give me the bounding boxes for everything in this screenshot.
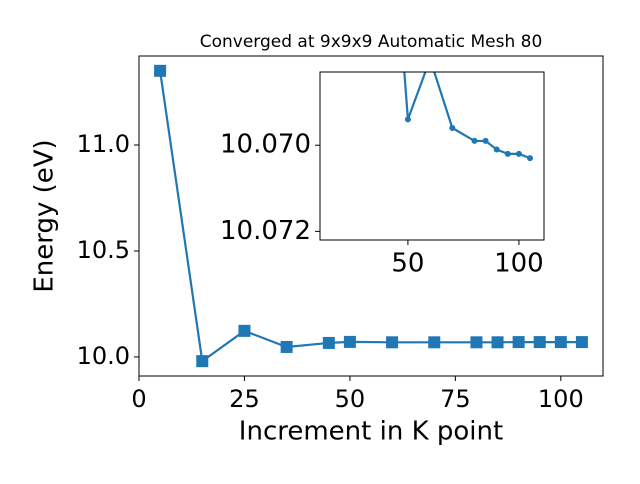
data-point xyxy=(238,324,251,337)
x-tick-label: 0 xyxy=(131,385,146,413)
data-point xyxy=(515,150,522,157)
plot-content xyxy=(154,64,588,368)
x-axis-label: Increment in K point xyxy=(239,417,503,447)
x-tick-label: 25 xyxy=(229,385,260,413)
data-point xyxy=(471,137,478,144)
y-tick-label: 10.070 xyxy=(220,130,311,160)
x-tick-label: 100 xyxy=(538,385,584,413)
data-point xyxy=(449,125,456,131)
plot-content xyxy=(403,72,534,162)
data-point xyxy=(343,335,356,348)
x-tick-label: 100 xyxy=(494,249,544,279)
data-point xyxy=(428,336,441,349)
data-point xyxy=(154,64,167,77)
data-point xyxy=(470,336,483,349)
data-point xyxy=(386,336,399,349)
y-axis-label: Energy (eV) xyxy=(30,139,60,292)
y-tick-label: 10.072 xyxy=(220,216,311,246)
y-tick-label: 10.5 xyxy=(77,236,130,264)
x-tick-label: 75 xyxy=(440,385,471,413)
plot-area xyxy=(320,72,544,240)
data-point xyxy=(491,336,504,349)
chart-title: Converged at 9x9x9 Automatic Mesh 80 xyxy=(200,32,543,52)
data-point xyxy=(533,336,546,349)
data-line xyxy=(403,72,531,160)
data-point xyxy=(404,116,411,123)
data-point xyxy=(504,150,511,157)
data-point xyxy=(280,340,293,353)
data-point xyxy=(575,336,588,349)
plot-frame xyxy=(138,55,604,377)
y-tick-label: 11.0 xyxy=(77,130,130,158)
data-point xyxy=(527,155,534,162)
data-point xyxy=(322,336,335,349)
data-point xyxy=(196,355,209,368)
plot-frame xyxy=(319,71,545,241)
data-point xyxy=(482,137,489,144)
y-tick-label: 10.0 xyxy=(77,342,130,370)
data-point xyxy=(512,336,525,349)
x-tick-label: 50 xyxy=(335,385,366,413)
data-point xyxy=(493,146,500,153)
x-tick-label: 50 xyxy=(391,249,424,279)
data-point xyxy=(554,336,567,349)
